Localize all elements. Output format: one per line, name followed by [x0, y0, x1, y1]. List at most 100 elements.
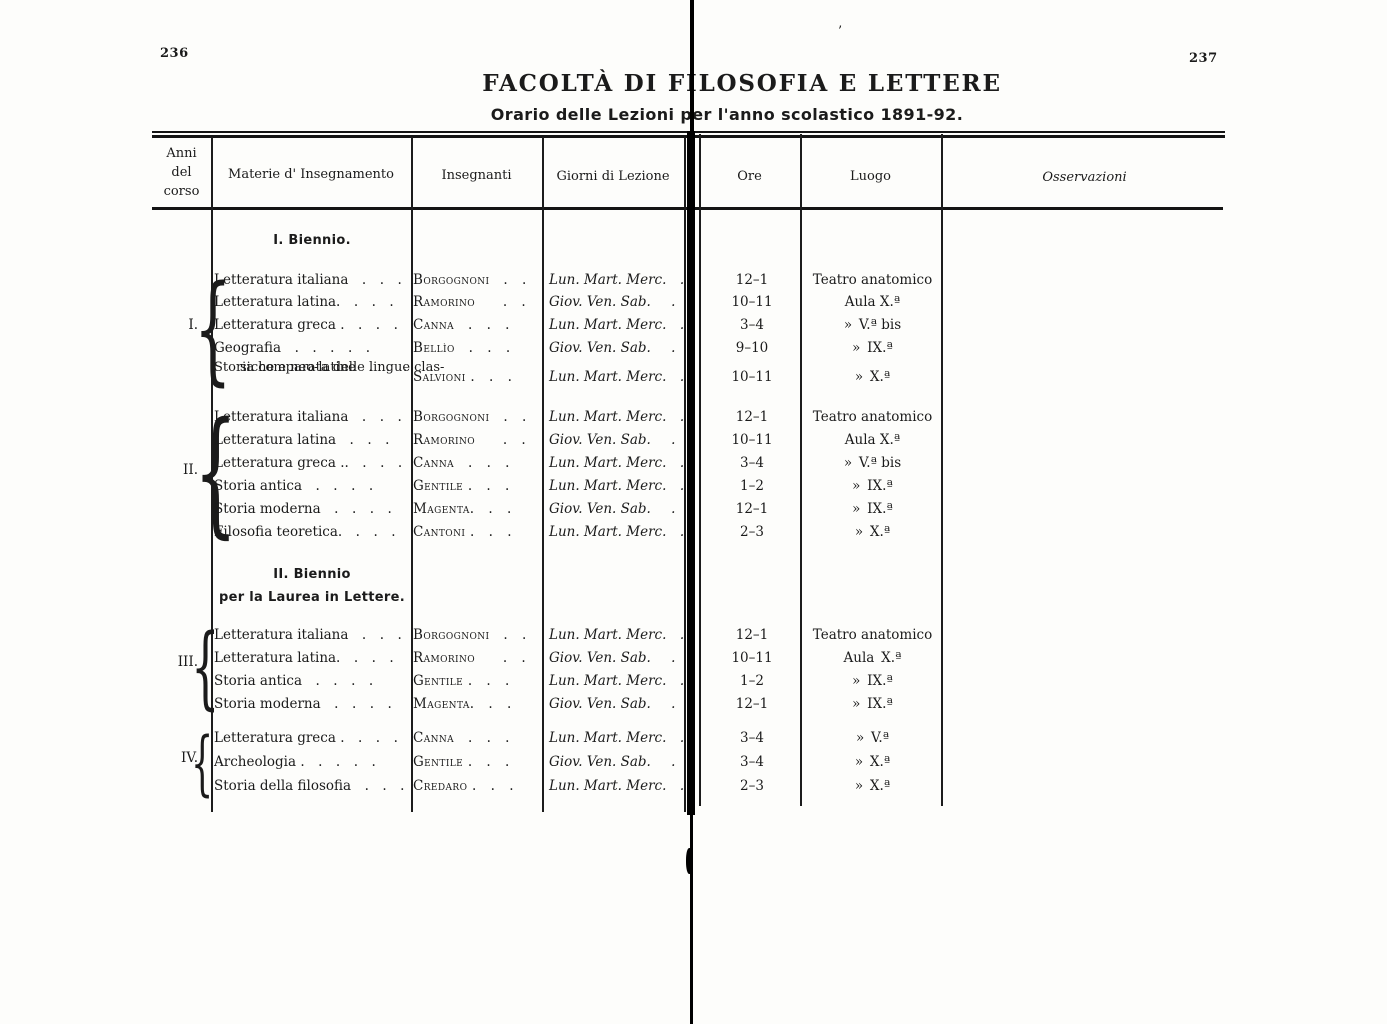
divider-ore-luogo [800, 134, 802, 806]
giorni: Lun. Mart. Merc. . [549, 272, 685, 288]
schedule-row: Archeologia . . . . . Gentile . . . Giov… [152, 751, 1232, 773]
ore: 10–11 [731, 294, 773, 310]
materia: Storia antica . . . . [214, 478, 374, 494]
ore: 1–2 [740, 673, 764, 689]
schedule-row: Geografia . . . . . Bellìo . . . Giov. V… [152, 337, 1232, 359]
section-heading-biennio-2-line2: per la Laurea in Lettere. [219, 590, 405, 605]
ore: 1–2 [740, 478, 764, 494]
ore: 3–4 [740, 754, 764, 770]
scan-speck: ’ [838, 24, 843, 39]
insegnante: Magenta. . . [413, 501, 512, 517]
luogo: Aula X.ª [844, 432, 901, 448]
giorni: Lun. Mart. Merc. . [549, 409, 685, 425]
insegnante: Credaro . . . [413, 778, 514, 794]
divider-insegnanti-giorni [542, 137, 544, 812]
luogo: Teatro anatomico [812, 272, 933, 288]
insegnante: Ramorino . . [413, 294, 527, 310]
giorni: Lun. Mart. Merc. . [549, 317, 685, 333]
ore: 3–4 [740, 317, 764, 333]
materia: Storia antica . . . . [214, 673, 374, 689]
schedule-row: Filosofia teoretica. . . . Cantoni . . .… [152, 521, 1232, 543]
insegnante: Canna . . . [413, 730, 510, 746]
giorni: Giov. Ven. Sab. . [549, 432, 676, 448]
giorni: Giov. Ven. Sab. . [549, 501, 676, 517]
schedule-row: Storia antica . . . . Gentile . . . Lun.… [152, 475, 1232, 497]
schedule-row: Letteratura italiana . . . Borgognoni . … [152, 406, 1232, 428]
ore: 12–1 [735, 501, 769, 517]
section-heading-biennio-1: I. Biennio. [273, 233, 351, 248]
insegnante: Ramorino . . [413, 650, 527, 666]
ore: 10–11 [731, 432, 773, 448]
brace-year-2: { [194, 394, 238, 552]
luogo: Aula X.ª [844, 294, 901, 310]
page-fold-top [690, 0, 694, 132]
materia: Geografia . . . . . [214, 340, 371, 356]
materia: Letteratura latina. . . . [214, 294, 394, 310]
materia: Letteratura italiana . . . [214, 272, 402, 288]
luogo: Teatro anatomico [812, 409, 933, 425]
schedule-row: Letteratura greca . . . . Canna . . . Lu… [152, 727, 1232, 749]
materia: Letteratura italiana . . . [214, 409, 402, 425]
giorni: Lun. Mart. Merc. . [549, 673, 685, 689]
giorni: Lun. Mart. Merc. . [549, 478, 685, 494]
luogo: » V.ª [855, 730, 890, 746]
materia-line2: siche e neo-latine . . . [240, 360, 408, 375]
header-anni-del-corso: Anni del corso [163, 146, 200, 199]
divider-materie-insegnanti [411, 137, 413, 812]
schedule-row: Letteratura latina. . . . Ramorino . . G… [152, 291, 1232, 313]
ore: 3–4 [740, 730, 764, 746]
brace-year-4: { [191, 722, 214, 804]
materia: Letteratura greca .. . . . [214, 455, 403, 471]
divider-giorni-ore-left [684, 137, 686, 812]
ore: 12–1 [735, 409, 769, 425]
ore: 9–10 [735, 340, 769, 356]
ore: 12–1 [735, 696, 769, 712]
giorni: Lun. Mart. Merc. . [549, 455, 685, 471]
giorni: Giov. Ven. Sab. . [549, 696, 676, 712]
header-insegnanti: Insegnanti [441, 168, 512, 183]
schedule-row: Letteratura latina. . . . Ramorino . . G… [152, 647, 1232, 669]
insegnante: Gentile . . . [413, 673, 510, 689]
insegnante: Bellìo . . . [413, 340, 511, 356]
giorni: Lun. Mart. Merc. . [549, 730, 685, 746]
luogo: » V.ª bis [843, 455, 902, 471]
ore: 3–4 [740, 455, 764, 471]
materia: Archeologia . . . . . [214, 754, 376, 770]
year-label-1: I. [188, 317, 198, 333]
materia: Letteratura italiana . . . [214, 627, 402, 643]
schedule-row: Storia comparata delle lingue clas-siche… [152, 359, 1232, 395]
schedule-row: Storia moderna . . . . Magenta. . . Giov… [152, 693, 1232, 715]
luogo: » X.ª [854, 754, 891, 770]
divider-luogo-osservazioni [941, 134, 943, 806]
divider-giorni-ore-right [699, 134, 701, 806]
divider-anni-materie [211, 137, 213, 812]
ore: 10–11 [731, 650, 773, 666]
insegnante: Ramorino . . [413, 432, 527, 448]
ore: 12–1 [735, 627, 769, 643]
luogo: » IX.ª [852, 501, 893, 517]
ore: 12–1 [735, 272, 769, 288]
schedule-row: Letteratura greca .. . . . Canna . . . L… [152, 452, 1232, 474]
section-heading-biennio-2-line1: II. Biennio [273, 567, 351, 582]
materia: Storia della filosofia . . . [214, 778, 405, 794]
luogo: » IX.ª [852, 340, 893, 356]
giorni: Lun. Mart. Merc. . [549, 627, 685, 643]
luogo: Aula X.ª [843, 650, 902, 666]
materia: Storia moderna . . . . [214, 696, 392, 712]
page-fold-blob [686, 848, 693, 874]
ore: 2–3 [740, 778, 764, 794]
ore: 10–11 [731, 369, 773, 385]
insegnante: Gentile . . . [413, 478, 510, 494]
luogo: » X.ª [854, 778, 891, 794]
brace-year-1: { [194, 259, 232, 397]
luogo: » X.ª [854, 524, 891, 540]
insegnante: Borgognoni . . [413, 627, 527, 643]
luogo: » IX.ª [852, 673, 893, 689]
insegnante: Borgognoni . . [413, 272, 527, 288]
year-label-3: III. [177, 654, 198, 670]
giorni: Giov. Ven. Sab. . [549, 294, 676, 310]
materia: Letteratura greca . . . . [214, 317, 398, 333]
schedule-row: Letteratura greca . . . . Canna . . . Lu… [152, 314, 1232, 336]
materia: Filosofia teoretica. . . . [214, 524, 396, 540]
luogo: » V.ª bis [843, 317, 902, 333]
